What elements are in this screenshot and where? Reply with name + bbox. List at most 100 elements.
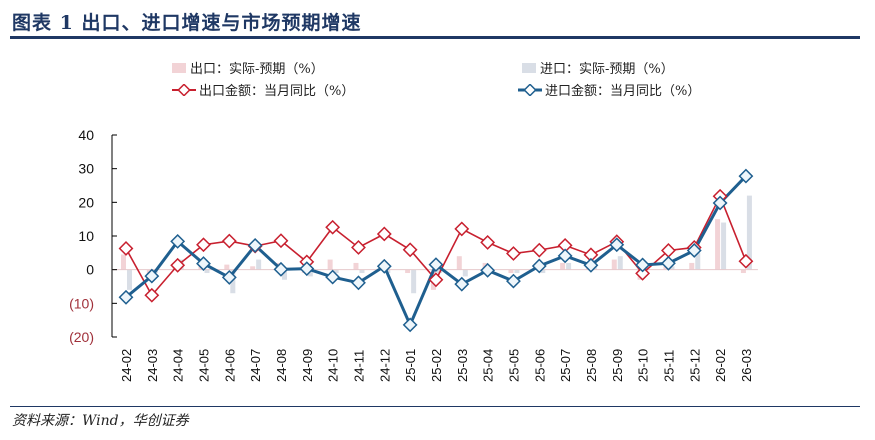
x-tick-label: 25-11 — [661, 350, 676, 382]
data-point — [428, 272, 444, 288]
legend-export-bar: 出口：实际-预期（%） — [172, 58, 324, 77]
legend-import-line: 进口金额：当月同比（%） — [518, 80, 700, 99]
data-point — [454, 221, 470, 237]
legend-label: 进口：实际-预期（%） — [540, 62, 674, 77]
data-point — [480, 262, 496, 278]
bar-0 — [121, 254, 126, 270]
legend-import-bar: 进口：实际-预期（%） — [522, 58, 674, 77]
x-tick-label: 24-09 — [300, 349, 315, 382]
y-tick-label: 30 — [78, 161, 94, 177]
bar-0 — [740, 269, 746, 274]
data-point — [196, 237, 211, 253]
legend-label: 出口金额：当月同比（%） — [199, 84, 355, 99]
bar-1 — [333, 269, 339, 274]
data-point — [480, 234, 496, 250]
data-point — [273, 261, 289, 277]
data-point — [402, 317, 418, 333]
bar-1 — [462, 269, 468, 277]
data-point — [661, 243, 676, 258]
bar-1 — [127, 269, 132, 290]
bar-1 — [411, 269, 417, 294]
data-point — [144, 287, 160, 303]
legend-label: 出口：实际-预期（%） — [190, 62, 324, 77]
bar-1 — [256, 259, 262, 270]
bar-1 — [566, 262, 572, 270]
x-tick-label: 25-05 — [506, 349, 521, 382]
x-tick-label: 25-10 — [636, 349, 651, 382]
x-tick-label: 26-02 — [713, 349, 728, 382]
x-tick-label: 24-07 — [248, 349, 263, 382]
legend-label: 进口金额：当月同比（%） — [545, 84, 701, 99]
legend-swatch — [522, 62, 536, 73]
x-tick-label: 24-11 — [351, 350, 366, 382]
data-point — [376, 226, 392, 242]
data-point — [531, 242, 547, 258]
bar-1 — [281, 269, 287, 280]
bar-0 — [353, 262, 359, 270]
data-point — [118, 289, 134, 305]
data-point — [118, 241, 134, 256]
data-point — [583, 247, 599, 263]
bar-0 — [250, 266, 256, 270]
bar-1 — [669, 266, 675, 270]
bar-1 — [721, 222, 727, 270]
bar-0 — [224, 264, 230, 270]
data-point — [273, 233, 289, 249]
data-point — [196, 256, 211, 272]
bar-1 — [695, 252, 701, 270]
data-point — [686, 243, 702, 258]
legend-diamond-blue-icon — [518, 83, 542, 96]
y-tick-label: 20 — [78, 194, 94, 210]
x-tick-label: 25-06 — [532, 349, 547, 382]
x-tick-label: 24-06 — [222, 349, 237, 382]
data-point — [661, 255, 676, 271]
y-tick-label: (10) — [69, 295, 94, 311]
data-point — [351, 275, 366, 291]
data-point — [299, 261, 315, 277]
x-tick-label: 24-04 — [171, 349, 186, 382]
x-tick-label: 24-10 — [326, 349, 341, 382]
data-point — [247, 238, 263, 253]
x-tick-label: 24-08 — [274, 349, 289, 382]
data-point — [325, 269, 341, 285]
data-point — [428, 257, 444, 273]
data-point — [635, 265, 651, 281]
data-point — [738, 168, 754, 184]
source-note: 资料来源：Wind，华创证券 — [12, 413, 189, 429]
x-tick-label: 25-02 — [429, 349, 444, 382]
line-3 — [125, 175, 748, 329]
data-point — [170, 257, 186, 273]
legend-diamond-red-icon — [172, 83, 196, 96]
bar-1 — [204, 269, 210, 274]
y-tick-label: (20) — [69, 329, 94, 345]
data-point — [402, 242, 418, 258]
bar-0 — [456, 256, 462, 270]
x-tick-label: 24-12 — [377, 349, 392, 382]
data-point — [351, 240, 366, 255]
data-point — [712, 195, 728, 211]
x-tick-label: 25-01 — [403, 349, 418, 382]
x-tick-label: 25-07 — [558, 349, 573, 382]
bar-0 — [508, 269, 514, 274]
data-point — [557, 238, 573, 253]
bar-1 — [359, 269, 365, 274]
x-tick-label: 25-03 — [455, 349, 470, 382]
data-point — [506, 273, 521, 289]
data-point — [635, 257, 651, 273]
bar-0 — [715, 219, 721, 270]
bar-0 — [611, 259, 617, 270]
data-point — [506, 246, 521, 261]
data-point — [557, 248, 573, 264]
x-tick-label: 25-08 — [584, 349, 599, 382]
x-tick-label: 24-05 — [196, 349, 211, 382]
legend-export-line: 出口金额：当月同比（%） — [172, 80, 354, 99]
title-rule — [10, 36, 860, 39]
data-point — [531, 258, 547, 274]
data-point — [144, 268, 160, 284]
bar-0 — [327, 259, 333, 270]
x-tick-label: 26-03 — [739, 349, 754, 382]
y-tick-label: 10 — [78, 228, 94, 244]
data-point — [609, 237, 625, 253]
bar-1 — [540, 269, 546, 274]
bar-0 — [405, 269, 411, 274]
